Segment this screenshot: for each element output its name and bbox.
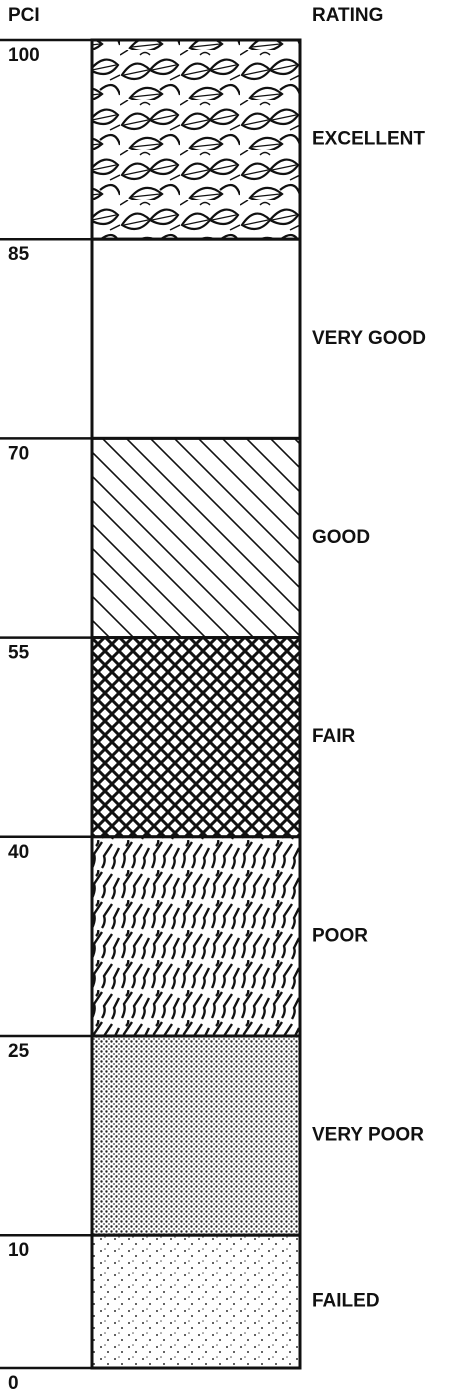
rating-header: RATING: [312, 5, 383, 26]
rating-band: [92, 239, 300, 438]
rating-band: [92, 1235, 300, 1368]
scale-label: 70: [8, 443, 29, 464]
scale-label: 40: [8, 842, 29, 863]
rating-label: VERY GOOD: [312, 328, 426, 349]
scale-label: 85: [8, 244, 30, 265]
scale-label: 0: [8, 1373, 19, 1394]
scale-label: 25: [8, 1041, 30, 1062]
rating-band: [92, 1036, 300, 1235]
rating-label: FAIR: [312, 726, 356, 747]
rating-band: [92, 40, 300, 239]
scale-label: 55: [8, 643, 30, 664]
rating-band: [92, 438, 300, 637]
rating-label: EXCELLENT: [312, 129, 425, 150]
rating-label: POOR: [312, 925, 368, 946]
pci-header: PCI: [8, 5, 40, 26]
rating-band: [92, 837, 300, 1036]
scale-label: 10: [8, 1240, 29, 1261]
scale-label: 100: [8, 45, 40, 66]
rating-label: GOOD: [312, 527, 370, 548]
pci-diagram: PCI RATING EXCELLENT VERY GOOD GOOD FAIR POO…: [0, 0, 469, 1397]
rating-band: [92, 638, 300, 837]
rating-label: FAILED: [312, 1291, 380, 1312]
rating-label: VERY POOR: [312, 1125, 424, 1146]
